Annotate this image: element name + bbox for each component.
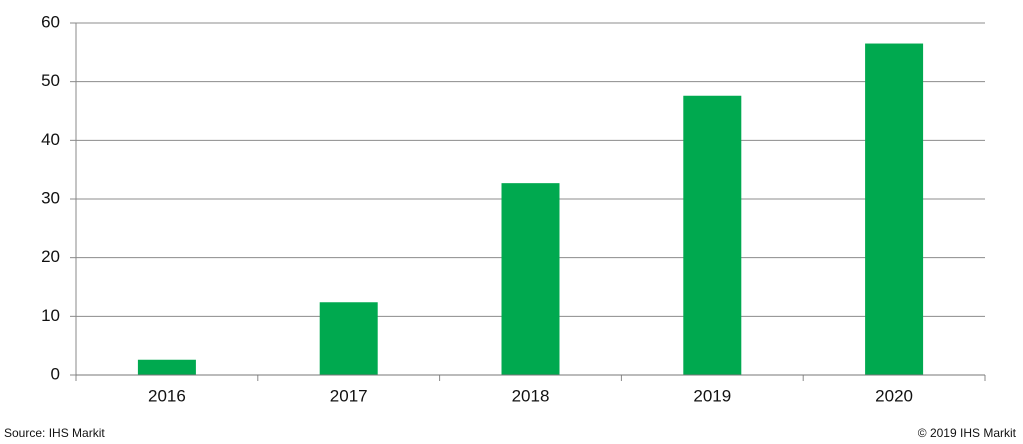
x-tick-label: 2016 bbox=[148, 386, 186, 405]
y-tick-label: 40 bbox=[41, 130, 60, 149]
y-tick-label: 60 bbox=[41, 12, 60, 31]
x-tick-label: 2017 bbox=[330, 386, 368, 405]
y-tick-label: 20 bbox=[41, 247, 60, 266]
bar bbox=[683, 95, 742, 375]
bar bbox=[319, 302, 378, 375]
bar bbox=[137, 359, 196, 375]
y-tick-label: 10 bbox=[41, 306, 60, 325]
y-tick-label: 0 bbox=[51, 364, 60, 383]
y-tick-label: 30 bbox=[41, 188, 60, 207]
copyright-note: © 2019 IHS Markit bbox=[918, 426, 1017, 440]
x-tick-label: 2019 bbox=[693, 386, 731, 405]
source-note: Source: IHS Markit bbox=[4, 426, 105, 440]
bar bbox=[865, 43, 924, 376]
x-tick-label: 2020 bbox=[875, 386, 913, 405]
y-tick-label: 50 bbox=[41, 71, 60, 90]
bar bbox=[501, 183, 560, 375]
x-tick-label: 2018 bbox=[512, 386, 550, 405]
